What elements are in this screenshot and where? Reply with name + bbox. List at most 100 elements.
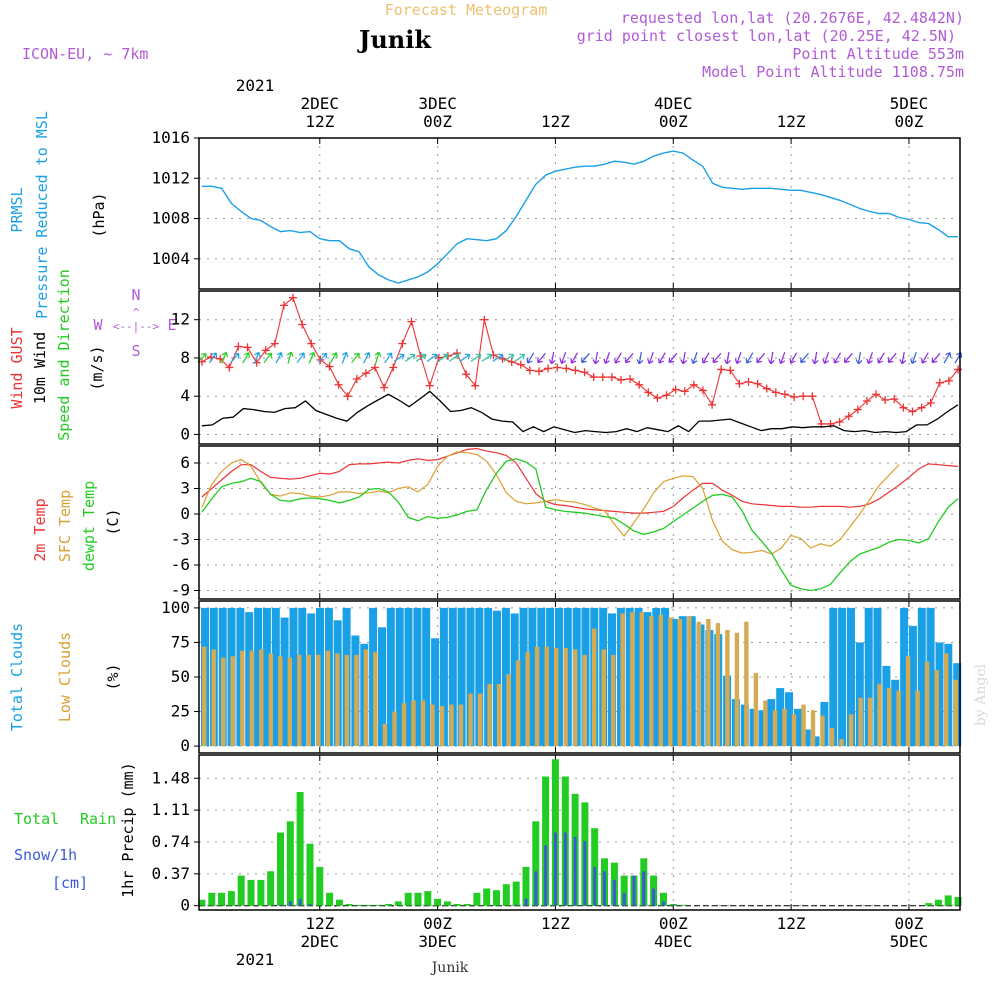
gust-point	[680, 387, 689, 396]
snow-bar	[308, 904, 312, 906]
total-clouds-label: Total Clouds	[8, 623, 26, 731]
low-cloud-bar	[211, 649, 216, 747]
arrow-shape	[318, 352, 328, 363]
rain-bar	[365, 904, 373, 906]
gust-point	[325, 362, 334, 371]
speed-dir-label: Speed and Direction	[55, 269, 73, 441]
wind-direction-arrow	[701, 352, 710, 364]
low-cloud-bar	[753, 672, 759, 747]
gust-point	[790, 393, 799, 402]
top-hour-label: 12Z	[777, 112, 806, 131]
gust-point	[407, 317, 416, 326]
low-cloud-bar	[297, 654, 302, 747]
gust-point	[708, 400, 717, 409]
wind-direction-arrow	[209, 352, 218, 364]
compass-west: W	[93, 316, 103, 334]
arrow-shape	[308, 351, 316, 364]
low-cloud-bar	[316, 654, 321, 747]
wind-direction-arrow	[954, 352, 963, 364]
rain-bar	[925, 903, 933, 906]
gust-point	[635, 380, 644, 389]
wind-direction-arrow	[374, 351, 382, 364]
arrow-shape	[275, 352, 283, 364]
arrow-shape	[844, 352, 853, 364]
wind-direction-arrow	[318, 352, 328, 363]
wind-direction-arrow	[415, 353, 427, 362]
low-cloud-bar	[249, 650, 254, 746]
gust-point	[243, 343, 252, 352]
snow-bar	[652, 888, 656, 906]
rain-bar	[404, 892, 412, 906]
arrow-shape	[329, 352, 338, 364]
low-cloud-bar	[563, 648, 568, 747]
snow-bar	[642, 871, 646, 906]
total-cloud-bar	[811, 736, 820, 747]
total-cloud-bar	[280, 617, 289, 747]
gust-point	[471, 381, 480, 390]
gust-point	[361, 369, 370, 378]
top-day-label: 3DEC	[418, 94, 457, 113]
wind-direction-arrow	[658, 352, 666, 364]
bottom-year: 2021	[236, 950, 275, 969]
total-cloud-bar	[687, 616, 696, 747]
arrow-shape	[592, 351, 600, 365]
model-altitude: Model Point Altitude 1108.75m	[702, 63, 964, 81]
wind-direction-arrow	[437, 353, 449, 362]
arrow-shape	[603, 352, 611, 365]
arrow-shape	[745, 352, 754, 364]
wind-direction-arrow	[592, 351, 600, 365]
total-cloud-bar	[926, 607, 935, 747]
total-cloud-bar	[776, 688, 785, 747]
rain-bar	[316, 866, 324, 906]
top-hour-label: 00Z	[423, 112, 452, 131]
low-cloud-bar	[782, 708, 787, 747]
gust-point	[261, 346, 270, 355]
low-cloud-bar	[544, 646, 549, 747]
wind-direction-arrow	[844, 352, 853, 364]
arrow-shape	[404, 353, 416, 362]
total-cloud-bar	[829, 607, 838, 747]
rain-bar	[208, 892, 216, 906]
wind-direction-arrow	[384, 352, 393, 364]
arrow-shape	[701, 352, 710, 364]
wind-direction-arrow	[275, 352, 283, 364]
clouds-ytick-label: 75	[171, 632, 190, 651]
arrow-shape	[437, 353, 449, 362]
rain-bar	[512, 881, 520, 906]
wind-unit: (m/s)	[88, 345, 106, 390]
wind-labels: Wind GUST 10m Wind Speed and Direction (…	[8, 269, 177, 441]
low-cloud-bar	[354, 654, 359, 747]
prmsl-line	[201, 150, 958, 284]
arrow-shape	[789, 352, 798, 364]
low-cloud-bar	[221, 657, 226, 747]
pressure-ytick-label: 1012	[151, 168, 190, 187]
total-cloud-bar	[785, 692, 793, 747]
clouds-ytick-label: 100	[161, 598, 190, 617]
rain-bar	[198, 899, 206, 906]
precipitation-ytick-label: 0.74	[151, 832, 190, 851]
rain-bar	[247, 879, 255, 906]
snow-bar	[603, 871, 606, 906]
dewpt-line	[201, 458, 959, 592]
model-name: ICON-EU, ~ 7km	[22, 45, 148, 63]
total-cloud-bar	[908, 625, 917, 747]
total-cloud-bar	[395, 607, 404, 747]
rain-bar	[453, 904, 461, 906]
gust-point	[853, 405, 862, 414]
gust-point	[270, 339, 279, 348]
total-cloud-bar	[501, 607, 510, 747]
low-cloud-bar	[924, 661, 930, 747]
low-cloud-bar	[278, 656, 283, 747]
low-cloud-bar	[582, 654, 587, 747]
snow-unit-label: [cm]	[52, 874, 88, 892]
low-cloud-bar	[801, 704, 806, 747]
gust-point	[307, 339, 316, 348]
total-cloud-bar	[386, 607, 395, 747]
top-year: 2021	[236, 76, 275, 95]
wind-ytick-label: 4	[180, 386, 190, 405]
wind-direction-arrow	[745, 352, 754, 364]
wind-ytick-label: 12	[171, 310, 190, 329]
low-cloud-bar	[886, 688, 892, 747]
arrow-shape	[899, 351, 907, 365]
